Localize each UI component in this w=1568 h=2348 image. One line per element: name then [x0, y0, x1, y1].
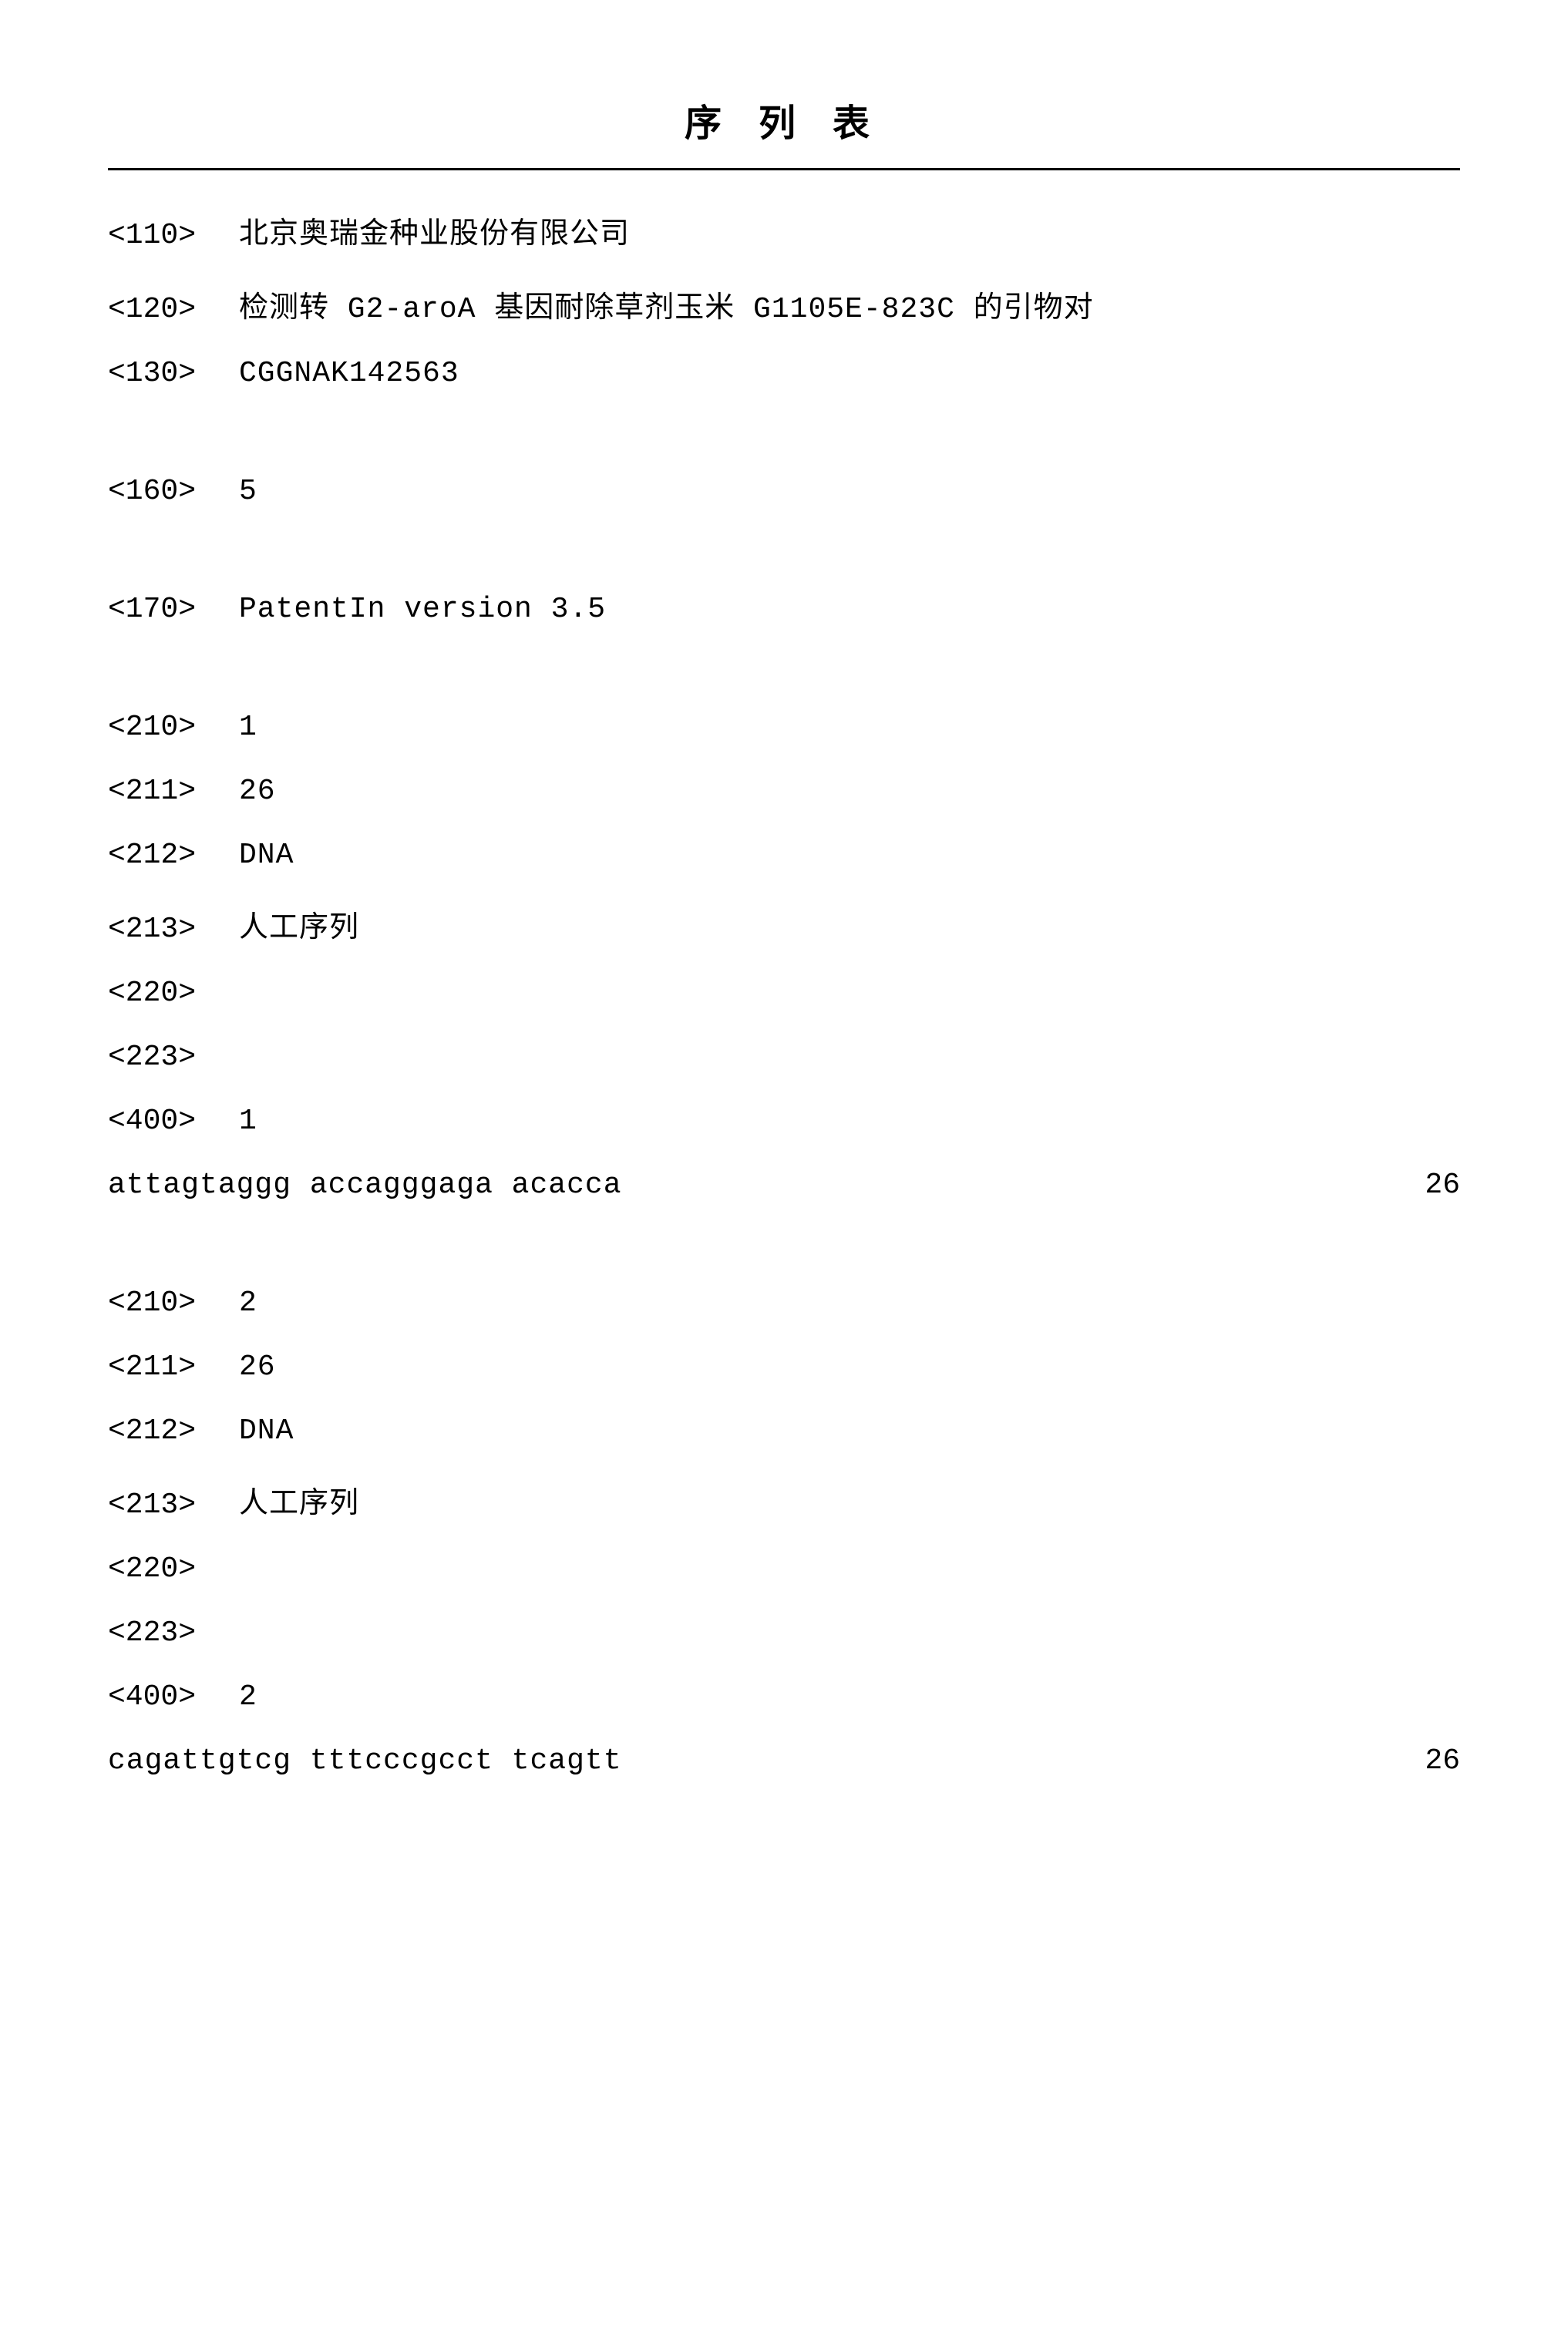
entry-value: 26: [239, 1351, 1460, 1384]
entry-value: PatentIn version 3.5: [239, 593, 1460, 626]
listing-entry: <160>5: [108, 475, 1460, 508]
listing-entry: <213>人工序列: [108, 903, 1460, 946]
listing-entry: <170>PatentIn version 3.5: [108, 593, 1460, 626]
entry-tag: <213>: [108, 1489, 239, 1522]
sequence-length: 26: [1425, 1169, 1460, 1202]
page-title: 序 列 表: [108, 93, 1460, 146]
entry-tag: <400>: [108, 1680, 239, 1714]
entry-tag: <170>: [108, 593, 239, 626]
listing-entry: <130>CGGNAK142563: [108, 357, 1460, 390]
entry-tag: <211>: [108, 775, 239, 808]
listing-entry: <110>北京奥瑞金种业股份有限公司: [108, 209, 1460, 252]
listing-entry: <223>: [108, 1616, 1460, 1650]
sequence-listing-body: <110>北京奥瑞金种业股份有限公司 <120>检测转 G2-aroA 基因耐除草…: [108, 209, 1460, 1778]
listing-entry: <210>2: [108, 1287, 1460, 1320]
entry-value: 5: [239, 475, 1460, 508]
listing-entry: <213>人工序列: [108, 1478, 1460, 1522]
entry-value: 1: [239, 1105, 1460, 1138]
entry-tag: <210>: [108, 711, 239, 744]
entry-tag: <110>: [108, 219, 239, 252]
entry-tag: <223>: [108, 1041, 239, 1074]
entry-tag: <210>: [108, 1287, 239, 1320]
entry-value: DNA: [239, 1415, 1460, 1448]
listing-entry: <212>DNA: [108, 1415, 1460, 1448]
listing-entry: <220>: [108, 1552, 1460, 1586]
entry-tag: <212>: [108, 1415, 239, 1448]
sequence-text: cagattgtcg tttcccgcct tcagtt: [108, 1744, 622, 1778]
entry-tag: <223>: [108, 1616, 239, 1650]
listing-entry: <400>2: [108, 1680, 1460, 1714]
entry-tag: <211>: [108, 1351, 239, 1384]
entry-value: 2: [239, 1287, 1460, 1320]
entry-value: 2: [239, 1680, 1460, 1714]
listing-entry: <210>1: [108, 711, 1460, 744]
listing-entry: <212>DNA: [108, 839, 1460, 872]
entry-tag: <400>: [108, 1105, 239, 1138]
entry-value: 检测转 G2-aroA 基因耐除草剂玉米 G1105E-823C 的引物对: [239, 283, 1460, 326]
entry-tag: <220>: [108, 1552, 239, 1586]
entry-tag: <160>: [108, 475, 239, 508]
entry-tag: <213>: [108, 913, 239, 946]
sequence-text: attagtaggg accagggaga acacca: [108, 1169, 622, 1202]
entry-value: 1: [239, 711, 1460, 744]
sequence-line: cagattgtcg tttcccgcct tcagtt 26: [108, 1744, 1460, 1778]
listing-entry: <211>26: [108, 775, 1460, 808]
listing-entry: <400>1: [108, 1105, 1460, 1138]
entry-value: 人工序列: [239, 903, 1460, 946]
sequence-line: attagtaggg accagggaga acacca 26: [108, 1169, 1460, 1202]
listing-entry: <120>检测转 G2-aroA 基因耐除草剂玉米 G1105E-823C 的引…: [108, 283, 1460, 326]
listing-entry: <211>26: [108, 1351, 1460, 1384]
entry-tag: <120>: [108, 293, 239, 326]
entry-tag: <220>: [108, 977, 239, 1010]
sequence-length: 26: [1425, 1744, 1460, 1778]
listing-entry: <223>: [108, 1041, 1460, 1074]
entry-value: 北京奥瑞金种业股份有限公司: [239, 209, 1460, 252]
entry-tag: <212>: [108, 839, 239, 872]
entry-tag: <130>: [108, 357, 239, 390]
listing-entry: <220>: [108, 977, 1460, 1010]
entry-value: 人工序列: [239, 1478, 1460, 1522]
title-rule: [108, 168, 1460, 170]
entry-value: DNA: [239, 839, 1460, 872]
entry-value: CGGNAK142563: [239, 357, 1460, 390]
entry-value: 26: [239, 775, 1460, 808]
